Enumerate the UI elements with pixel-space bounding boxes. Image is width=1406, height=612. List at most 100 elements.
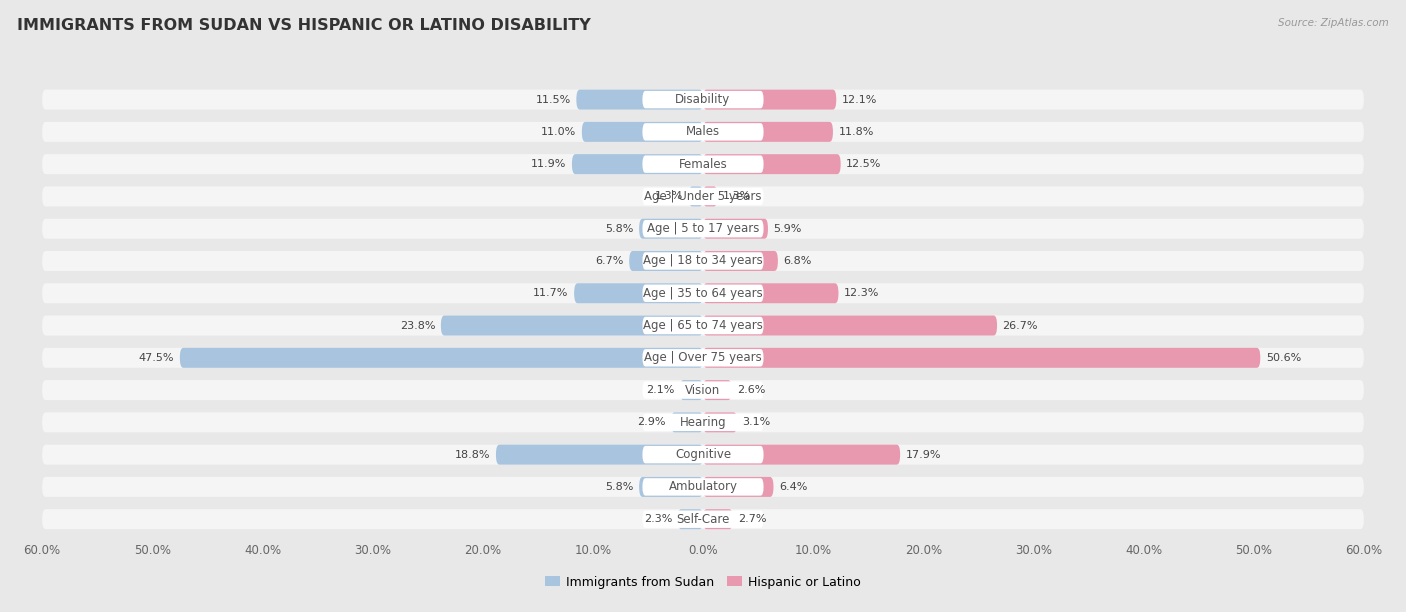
FancyBboxPatch shape xyxy=(42,412,1364,432)
FancyBboxPatch shape xyxy=(703,122,832,142)
Text: 2.7%: 2.7% xyxy=(738,514,766,524)
FancyBboxPatch shape xyxy=(678,509,703,529)
Text: Disability: Disability xyxy=(675,93,731,106)
FancyBboxPatch shape xyxy=(703,187,717,206)
FancyBboxPatch shape xyxy=(441,316,703,335)
FancyBboxPatch shape xyxy=(42,154,1364,174)
Text: 5.8%: 5.8% xyxy=(605,482,634,492)
Text: 1.3%: 1.3% xyxy=(723,192,751,201)
FancyBboxPatch shape xyxy=(582,122,703,142)
FancyBboxPatch shape xyxy=(42,251,1364,271)
FancyBboxPatch shape xyxy=(643,317,763,334)
Text: 11.8%: 11.8% xyxy=(838,127,875,137)
FancyBboxPatch shape xyxy=(689,187,703,206)
Text: Females: Females xyxy=(679,158,727,171)
Text: 2.6%: 2.6% xyxy=(737,385,765,395)
FancyBboxPatch shape xyxy=(703,154,841,174)
FancyBboxPatch shape xyxy=(643,381,763,399)
FancyBboxPatch shape xyxy=(42,218,1364,239)
FancyBboxPatch shape xyxy=(572,154,703,174)
Text: 11.5%: 11.5% xyxy=(536,95,571,105)
Text: 3.1%: 3.1% xyxy=(742,417,770,427)
FancyBboxPatch shape xyxy=(640,477,703,497)
FancyBboxPatch shape xyxy=(681,380,703,400)
Text: 11.7%: 11.7% xyxy=(533,288,568,298)
FancyBboxPatch shape xyxy=(643,91,763,108)
FancyBboxPatch shape xyxy=(640,218,703,239)
Text: 5.8%: 5.8% xyxy=(605,224,634,234)
FancyBboxPatch shape xyxy=(42,445,1364,465)
Text: Age | 65 to 74 years: Age | 65 to 74 years xyxy=(643,319,763,332)
Text: 23.8%: 23.8% xyxy=(399,321,436,330)
Text: 11.9%: 11.9% xyxy=(531,159,567,169)
Text: Age | 5 to 17 years: Age | 5 to 17 years xyxy=(647,222,759,235)
FancyBboxPatch shape xyxy=(574,283,703,304)
Text: 2.9%: 2.9% xyxy=(637,417,665,427)
Text: 2.1%: 2.1% xyxy=(645,385,675,395)
FancyBboxPatch shape xyxy=(42,187,1364,206)
Text: Vision: Vision xyxy=(685,384,721,397)
FancyBboxPatch shape xyxy=(180,348,703,368)
Text: 5.9%: 5.9% xyxy=(773,224,801,234)
Text: Age | 35 to 64 years: Age | 35 to 64 years xyxy=(643,287,763,300)
FancyBboxPatch shape xyxy=(42,89,1364,110)
FancyBboxPatch shape xyxy=(703,477,773,497)
Text: 12.3%: 12.3% xyxy=(844,288,879,298)
FancyBboxPatch shape xyxy=(496,445,703,465)
FancyBboxPatch shape xyxy=(643,188,763,205)
Text: 17.9%: 17.9% xyxy=(905,450,941,460)
FancyBboxPatch shape xyxy=(703,251,778,271)
FancyBboxPatch shape xyxy=(703,283,838,304)
Text: Hearing: Hearing xyxy=(679,416,727,429)
Text: 6.4%: 6.4% xyxy=(779,482,807,492)
FancyBboxPatch shape xyxy=(643,220,763,237)
Text: Source: ZipAtlas.com: Source: ZipAtlas.com xyxy=(1278,18,1389,28)
Text: 6.7%: 6.7% xyxy=(595,256,624,266)
FancyBboxPatch shape xyxy=(703,380,731,400)
Text: 26.7%: 26.7% xyxy=(1002,321,1038,330)
FancyBboxPatch shape xyxy=(703,348,1260,368)
FancyBboxPatch shape xyxy=(703,316,997,335)
Legend: Immigrants from Sudan, Hispanic or Latino: Immigrants from Sudan, Hispanic or Latin… xyxy=(540,570,866,594)
Text: Males: Males xyxy=(686,125,720,138)
FancyBboxPatch shape xyxy=(703,445,900,465)
FancyBboxPatch shape xyxy=(643,155,763,173)
Text: 12.1%: 12.1% xyxy=(842,95,877,105)
FancyBboxPatch shape xyxy=(643,123,763,141)
Text: Age | Under 5 years: Age | Under 5 years xyxy=(644,190,762,203)
FancyBboxPatch shape xyxy=(42,509,1364,529)
Text: Self-Care: Self-Care xyxy=(676,513,730,526)
Text: 11.0%: 11.0% xyxy=(541,127,576,137)
Text: Cognitive: Cognitive xyxy=(675,448,731,461)
FancyBboxPatch shape xyxy=(703,218,768,239)
FancyBboxPatch shape xyxy=(643,252,763,270)
Text: 12.5%: 12.5% xyxy=(846,159,882,169)
FancyBboxPatch shape xyxy=(643,478,763,496)
Text: 47.5%: 47.5% xyxy=(139,353,174,363)
Text: Age | 18 to 34 years: Age | 18 to 34 years xyxy=(643,255,763,267)
FancyBboxPatch shape xyxy=(42,380,1364,400)
FancyBboxPatch shape xyxy=(643,510,763,528)
FancyBboxPatch shape xyxy=(42,122,1364,142)
FancyBboxPatch shape xyxy=(703,89,837,110)
FancyBboxPatch shape xyxy=(42,316,1364,335)
Text: 1.3%: 1.3% xyxy=(655,192,683,201)
FancyBboxPatch shape xyxy=(643,446,763,463)
FancyBboxPatch shape xyxy=(671,412,703,432)
FancyBboxPatch shape xyxy=(643,285,763,302)
FancyBboxPatch shape xyxy=(643,349,763,367)
Text: 18.8%: 18.8% xyxy=(456,450,491,460)
FancyBboxPatch shape xyxy=(42,477,1364,497)
FancyBboxPatch shape xyxy=(576,89,703,110)
Text: Age | Over 75 years: Age | Over 75 years xyxy=(644,351,762,364)
FancyBboxPatch shape xyxy=(703,412,737,432)
FancyBboxPatch shape xyxy=(42,348,1364,368)
Text: Ambulatory: Ambulatory xyxy=(668,480,738,493)
Text: 6.8%: 6.8% xyxy=(783,256,811,266)
FancyBboxPatch shape xyxy=(643,414,763,431)
FancyBboxPatch shape xyxy=(630,251,703,271)
Text: 2.3%: 2.3% xyxy=(644,514,672,524)
FancyBboxPatch shape xyxy=(703,509,733,529)
Text: IMMIGRANTS FROM SUDAN VS HISPANIC OR LATINO DISABILITY: IMMIGRANTS FROM SUDAN VS HISPANIC OR LAT… xyxy=(17,18,591,34)
FancyBboxPatch shape xyxy=(42,283,1364,304)
